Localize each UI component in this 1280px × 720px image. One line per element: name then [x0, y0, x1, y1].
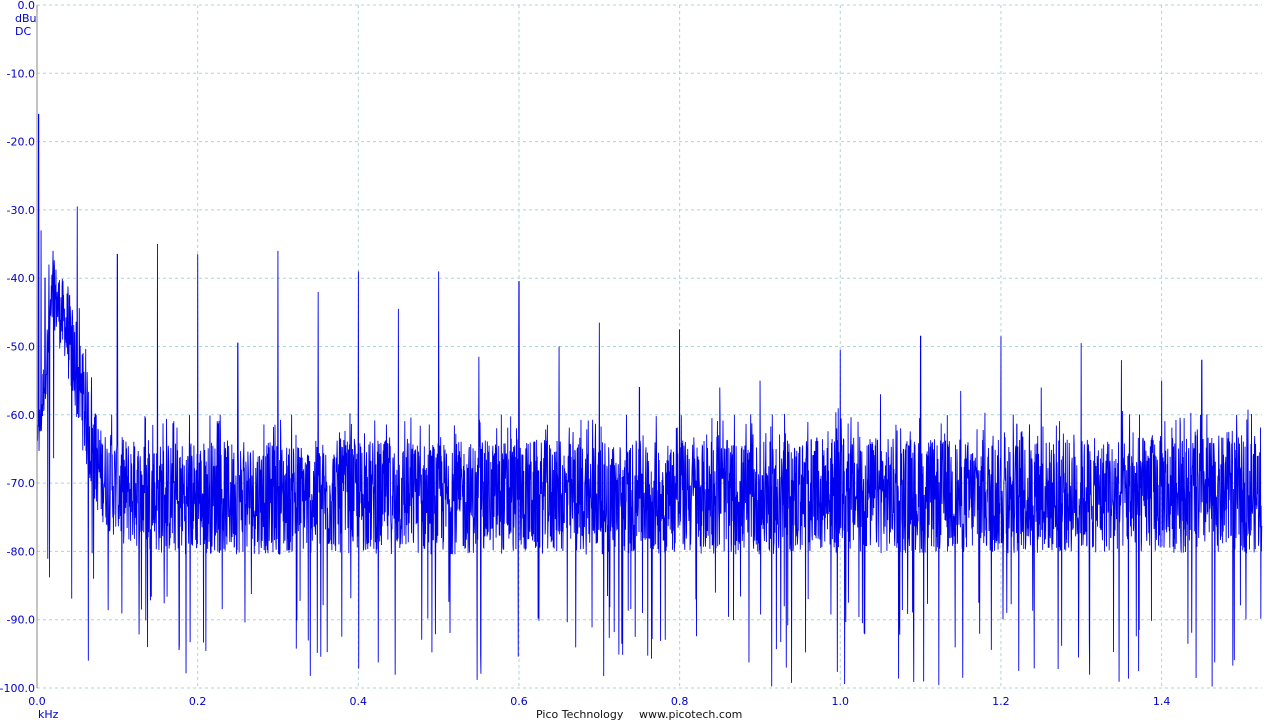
x-tick-label: 1.0 — [832, 695, 850, 708]
x-tick-label: 0.2 — [189, 695, 207, 708]
x-tick-label: 0.8 — [671, 695, 689, 708]
y-tick-label: -20.0 — [7, 136, 35, 149]
x-tick-label: 1.2 — [992, 695, 1010, 708]
x-tick-label: 0.6 — [510, 695, 528, 708]
x-unit-label: kHz — [38, 708, 59, 720]
x-tick-label: 0.0 — [28, 695, 46, 708]
y-coupling-label: DC — [15, 25, 31, 38]
x-tick-label: 0.4 — [350, 695, 368, 708]
spectrum-trace — [36, 113, 1263, 687]
y-tick-label: -40.0 — [7, 272, 35, 285]
y-tick-label: -100.0 — [0, 682, 35, 695]
footer-url: www.picotech.com — [639, 708, 742, 720]
y-unit-label: dBu — [15, 12, 37, 25]
y-tick-label: 0.0 — [18, 0, 36, 12]
y-tick-label: -10.0 — [7, 67, 35, 80]
y-tick-label: -70.0 — [7, 477, 35, 490]
y-tick-label: -80.0 — [7, 545, 35, 558]
spectrum-line — [36, 113, 1263, 687]
x-axis-ticks: 0.0 0.2 0.4 0.6 0.8 1.0 1.2 1.4 — [28, 695, 1170, 708]
y-tick-label: -50.0 — [7, 341, 35, 354]
y-tick-label: -60.0 — [7, 409, 35, 422]
y-tick-label: -90.0 — [7, 614, 35, 627]
x-tick-label: 1.4 — [1153, 695, 1171, 708]
footer-brand: Pico Technology — [536, 708, 624, 720]
y-tick-label: -30.0 — [7, 204, 35, 217]
y-axis-ticks: 0.0 -10.0 -20.0 -30.0 -40.0 -50.0 -60.0 -70.0 -8… — [0, 0, 35, 695]
